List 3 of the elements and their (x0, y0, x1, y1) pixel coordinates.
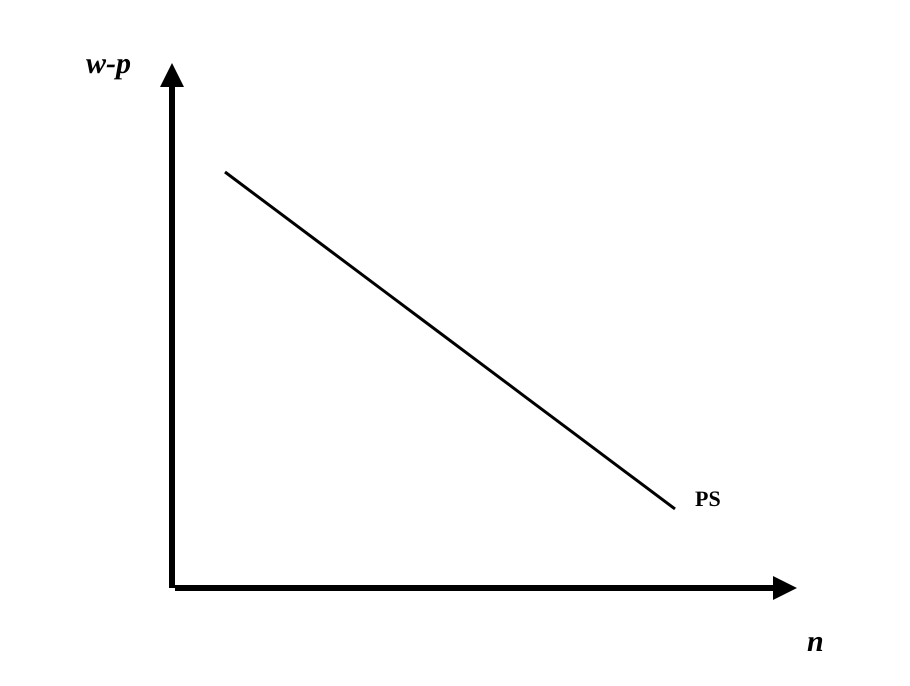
x-axis-title: n (807, 625, 824, 658)
y-axis-title: w-p (86, 47, 131, 80)
series-label: PS (695, 486, 721, 511)
